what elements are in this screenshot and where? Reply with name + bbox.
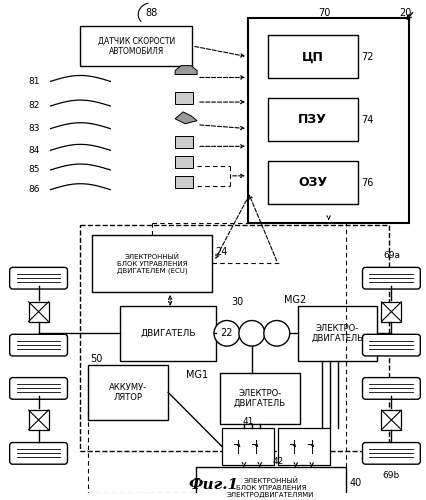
Text: 30: 30 bbox=[231, 297, 244, 307]
Bar bbox=[29, 410, 49, 430]
Text: 84: 84 bbox=[29, 146, 40, 155]
Text: 85: 85 bbox=[29, 166, 40, 174]
Text: ДАТЧИК СКОРОСТИ
АВТОМОБИЛЯ: ДАТЧИК СКОРОСТИ АВТОМОБИЛЯ bbox=[98, 36, 175, 56]
Text: 74: 74 bbox=[361, 115, 373, 125]
Text: ЭЛЕКТРО-
ДВИГАТЕЛЬ: ЭЛЕКТРО- ДВИГАТЕЛЬ bbox=[311, 324, 363, 343]
Bar bbox=[80, 26, 192, 66]
Bar bbox=[120, 306, 216, 361]
Bar bbox=[222, 428, 273, 465]
Text: 22: 22 bbox=[219, 328, 232, 338]
Bar bbox=[380, 410, 400, 430]
Bar bbox=[29, 302, 49, 322]
Bar bbox=[297, 306, 377, 361]
Text: 20: 20 bbox=[398, 8, 411, 18]
Text: ОЗУ: ОЗУ bbox=[297, 176, 326, 189]
Text: 86: 86 bbox=[29, 185, 40, 194]
Bar bbox=[267, 35, 357, 78]
Text: ЭЛЕКТРОННЫЙ
БЛОК УПРАВЛЕНИЯ
ЭЛЕКТРОДВИГАТЕЛЯМИ: ЭЛЕКТРОННЫЙ БЛОК УПРАВЛЕНИЯ ЭЛЕКТРОДВИГА… bbox=[227, 478, 314, 498]
Text: 42: 42 bbox=[271, 456, 283, 466]
Bar bbox=[92, 235, 211, 292]
FancyBboxPatch shape bbox=[362, 268, 419, 289]
Bar bbox=[88, 365, 168, 420]
Text: ЭЛЕКТРО-
ДВИГАТЕЛЬ: ЭЛЕКТРО- ДВИГАТЕЛЬ bbox=[233, 388, 285, 408]
Circle shape bbox=[239, 320, 264, 346]
Text: 69a: 69a bbox=[382, 252, 399, 260]
Polygon shape bbox=[175, 66, 196, 74]
Text: 72: 72 bbox=[361, 52, 373, 62]
Text: 70: 70 bbox=[318, 8, 330, 18]
Bar bbox=[380, 302, 400, 322]
Bar bbox=[267, 161, 357, 204]
Text: MG1: MG1 bbox=[185, 370, 207, 380]
Circle shape bbox=[213, 320, 239, 346]
Text: 50: 50 bbox=[90, 354, 103, 364]
Bar bbox=[277, 428, 329, 465]
Bar bbox=[80, 225, 389, 452]
Text: ЦП: ЦП bbox=[301, 50, 323, 64]
Text: 82: 82 bbox=[29, 102, 40, 110]
Bar bbox=[175, 136, 193, 148]
FancyBboxPatch shape bbox=[362, 334, 419, 356]
Text: 81: 81 bbox=[29, 77, 40, 86]
Bar bbox=[175, 176, 193, 188]
FancyBboxPatch shape bbox=[10, 334, 67, 356]
Bar bbox=[175, 92, 193, 104]
Text: ЭЛЕКТРОННЫЙ
БЛОК УПРАВЛЕНИЯ
ДВИГАТЕЛЕМ (ECU): ЭЛЕКТРОННЫЙ БЛОК УПРАВЛЕНИЯ ДВИГАТЕЛЕМ (… bbox=[117, 253, 187, 274]
FancyBboxPatch shape bbox=[10, 378, 67, 399]
Bar bbox=[196, 467, 345, 500]
Bar bbox=[219, 372, 299, 424]
Bar bbox=[267, 98, 357, 142]
Text: 24: 24 bbox=[215, 246, 227, 256]
FancyBboxPatch shape bbox=[362, 442, 419, 464]
FancyBboxPatch shape bbox=[10, 442, 67, 464]
Bar bbox=[248, 18, 409, 223]
FancyBboxPatch shape bbox=[10, 268, 67, 289]
Text: ПЗУ: ПЗУ bbox=[297, 114, 326, 126]
Text: Фиг.1: Фиг.1 bbox=[187, 478, 238, 492]
Text: 76: 76 bbox=[361, 178, 373, 188]
Text: 83: 83 bbox=[29, 124, 40, 133]
Text: 41: 41 bbox=[242, 417, 253, 426]
FancyBboxPatch shape bbox=[362, 378, 419, 399]
Text: АККУМУ-
ЛЯТОР: АККУМУ- ЛЯТОР bbox=[109, 382, 147, 402]
Text: 69b: 69b bbox=[382, 471, 399, 480]
Circle shape bbox=[263, 320, 289, 346]
Text: ДВИГАТЕЛЬ: ДВИГАТЕЛЬ bbox=[140, 329, 196, 338]
Bar bbox=[175, 156, 193, 168]
Text: 40: 40 bbox=[349, 478, 361, 488]
Text: 88: 88 bbox=[145, 8, 157, 18]
Text: MG2: MG2 bbox=[283, 295, 305, 305]
Polygon shape bbox=[175, 112, 196, 124]
